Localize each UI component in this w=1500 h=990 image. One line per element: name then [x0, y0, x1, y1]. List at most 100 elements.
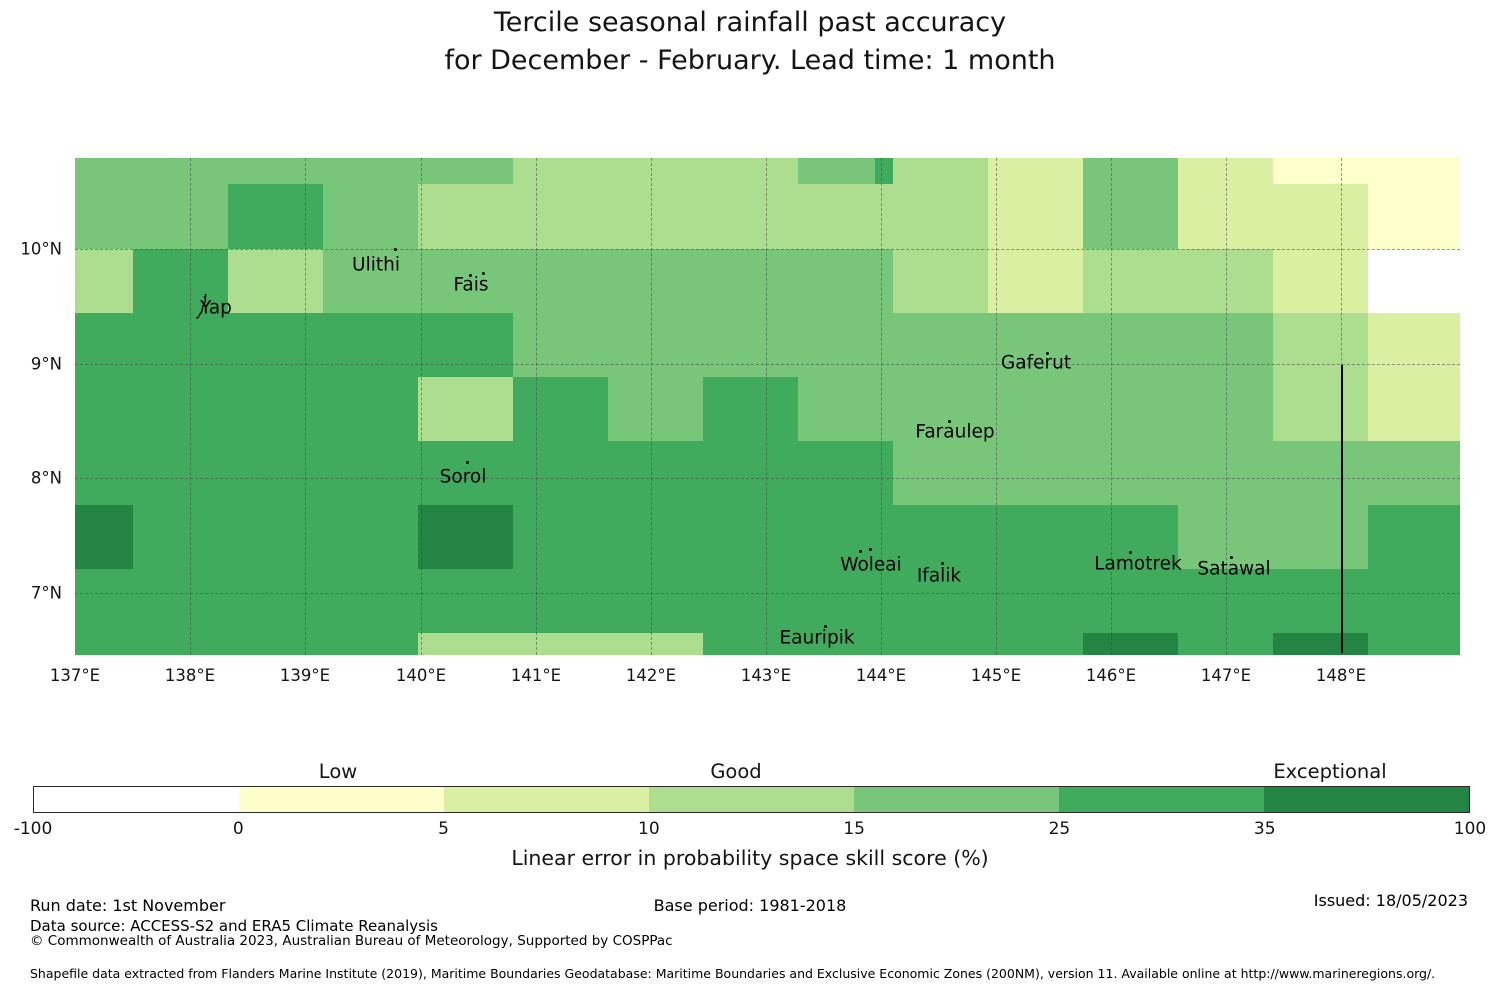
grid-cell	[703, 633, 798, 655]
colorbar-range-label: Low	[318, 760, 358, 783]
island-label-sorol: Sorol	[439, 466, 487, 488]
grid-cell	[1273, 184, 1368, 249]
grid-cell	[1178, 633, 1273, 655]
grid-cell	[323, 505, 418, 569]
grid-cell	[1083, 249, 1178, 313]
grid-cell	[608, 633, 703, 655]
x-tick-label: 137°E	[49, 666, 101, 685]
island-marker-dot	[941, 562, 944, 565]
grid-cell	[513, 158, 608, 184]
longitude-gridline	[1111, 158, 1112, 655]
colorbar-segment	[34, 787, 239, 812]
grid-cell	[228, 313, 323, 377]
footer-data-source: Data source: ACCESS-S2 and ERA5 Climate …	[30, 917, 438, 935]
grid-cell	[703, 184, 798, 249]
island-marker-dot	[824, 625, 827, 628]
grid-cell	[798, 441, 893, 505]
boundary-line	[1341, 365, 1343, 653]
grid-cell	[798, 633, 893, 655]
grid-cell	[228, 158, 323, 184]
colorbar-axis-label: Linear error in probability space skill …	[511, 846, 989, 870]
colorbar-segment	[649, 787, 854, 812]
grid-cell	[228, 633, 323, 655]
latitude-gridline	[75, 478, 1460, 479]
colorbar-range-label: Good	[710, 760, 762, 783]
grid-cell	[1178, 441, 1273, 505]
grid-cell	[75, 158, 133, 184]
grid-cell	[875, 158, 893, 184]
grid-cell	[608, 249, 703, 313]
grid-cell	[418, 569, 513, 633]
grid-cell	[798, 313, 893, 377]
colorbar-tick-label: 0	[232, 819, 244, 839]
colorbar-segment	[1264, 787, 1469, 812]
grid-cell	[1273, 569, 1368, 633]
grid-cell	[893, 505, 988, 569]
grid-cell	[893, 184, 988, 249]
island-marker-dot	[948, 420, 951, 423]
x-tick-label: 144°E	[855, 666, 907, 685]
longitude-gridline	[651, 158, 652, 655]
grid-cell	[323, 184, 418, 249]
island-marker-dot	[869, 548, 872, 551]
island-marker-dot	[466, 461, 469, 464]
grid-cell	[323, 377, 418, 441]
colorbar-range-label: Exceptional	[1273, 760, 1387, 783]
grid-cell	[1368, 569, 1460, 633]
grid-cell	[418, 249, 513, 313]
grid-cell	[1178, 377, 1273, 441]
y-tick-label: 7°N	[30, 583, 62, 603]
grid-cell	[893, 441, 988, 505]
chart-title-line2: for December - February. Lead time: 1 mo…	[444, 45, 1056, 76]
grid-cell	[608, 184, 703, 249]
grid-cell	[228, 377, 323, 441]
grid-cell	[1368, 505, 1460, 569]
grid-cell	[1273, 158, 1368, 184]
grid-cell	[893, 249, 988, 313]
grid-cell	[513, 505, 608, 569]
colorbar-tick-label: 100	[1453, 819, 1487, 839]
island-marker-dot	[394, 248, 397, 251]
island-label-yap: Yap	[200, 297, 232, 319]
grid-cell	[133, 249, 228, 313]
island-marker-dot	[1230, 556, 1233, 559]
grid-cell	[133, 441, 228, 505]
grid-cell	[75, 569, 133, 633]
island-marker-dot	[1046, 352, 1049, 355]
grid-cell	[1083, 505, 1178, 569]
grid-cell	[703, 377, 798, 441]
colorbar	[33, 786, 1470, 813]
grid-cell	[703, 313, 798, 377]
grid-cell	[703, 569, 798, 633]
island-label-faraulep: Faraulep	[915, 421, 995, 443]
grid-cell	[1178, 158, 1273, 184]
grid-cell	[893, 313, 988, 377]
grid-cell	[513, 249, 608, 313]
x-tick-label: 140°E	[395, 666, 447, 685]
island-label-woleai: Woleai	[840, 554, 902, 576]
grid-cell	[988, 505, 1083, 569]
grid-cell	[1083, 184, 1178, 249]
colorbar-tick-label: 5	[438, 819, 449, 839]
grid-cell	[608, 505, 703, 569]
grid-cell	[323, 313, 418, 377]
grid-cell	[1273, 633, 1368, 655]
grid-cell	[1368, 633, 1460, 655]
x-tick-label: 145°E	[970, 666, 1022, 685]
grid-cell	[133, 184, 228, 249]
grid-cell	[418, 377, 513, 441]
grid-cell	[1273, 441, 1368, 505]
grid-cell	[608, 313, 703, 377]
grid-cell	[988, 184, 1083, 249]
island-label-eauripik: Eauripik	[779, 627, 855, 649]
grid-cell	[1273, 377, 1368, 441]
grid-cell	[1368, 158, 1460, 184]
grid-cell	[988, 633, 1083, 655]
grid-cell	[988, 441, 1083, 505]
longitude-gridline	[190, 158, 191, 655]
grid-cell	[228, 569, 323, 633]
grid-cell	[1083, 569, 1178, 633]
grid-cell	[323, 441, 418, 505]
grid-cell	[703, 441, 798, 505]
